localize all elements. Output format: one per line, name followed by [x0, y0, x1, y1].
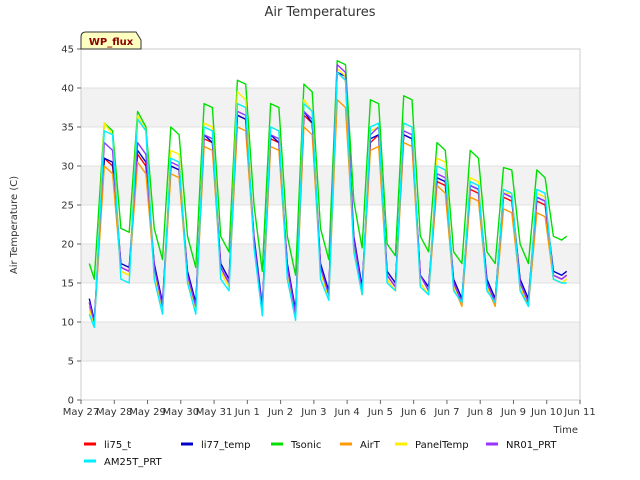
site-badge: WP_flux [80, 31, 142, 50]
plot-band [81, 166, 580, 205]
legend-item-airt: AirT [340, 440, 381, 451]
x-tick-label: Jun 2 [267, 407, 293, 418]
x-axis-title: Time [553, 425, 578, 436]
legend-item-tsonic: Tsonic [271, 440, 321, 451]
badge-label: WP_flux [89, 37, 134, 48]
legend-item-nr01-prt: NR01_PRT [486, 440, 557, 451]
series-lines [88, 60, 568, 329]
y-tick-label: 40 [61, 84, 74, 95]
x-tick-label: Jun 5 [367, 407, 393, 418]
legend: li75_t li77_temp Tsonic AirT PanelTemp NR01_P… [84, 440, 557, 468]
legend-label: NR01_PRT [506, 440, 557, 451]
plot-band [81, 88, 580, 127]
series-line-tsonic [88, 60, 568, 280]
x-tick-label: May 31 [196, 407, 233, 418]
legend-item-li77-temp: li77_temp [181, 440, 250, 451]
plot-border [80, 48, 581, 401]
y-tick-label: 15 [61, 279, 74, 290]
x-tick-label: May 27 [63, 407, 100, 418]
legend-label: AirT [360, 440, 381, 451]
y-tick-label: 10 [61, 318, 74, 329]
y-axis-title: Air Temperature (C) [9, 176, 20, 274]
plot-frame [80, 48, 581, 401]
legend-label: li75_t [104, 440, 131, 451]
plot-band [81, 361, 580, 400]
x-tick-label: Jun 9 [500, 407, 526, 418]
x-tick-label: Jun 4 [334, 407, 360, 418]
chart-title: Air Temperatures [264, 5, 375, 20]
x-tick-label: Jun 1 [234, 407, 260, 418]
x-tick-label: Jun 6 [400, 407, 426, 418]
x-tick-label: Jun 3 [300, 407, 326, 418]
badge-box [80, 31, 142, 50]
series-line-am25t-prt [88, 71, 567, 329]
y-tick-label: 35 [61, 123, 74, 134]
y-tick-label: 5 [68, 357, 74, 368]
x-tick-label: May 28 [96, 407, 133, 418]
x-tick-label: Jun 8 [467, 407, 493, 418]
y-tick-label: 0 [68, 396, 74, 407]
y-tick-label: 25 [61, 201, 74, 212]
x-tick-label: Jun 10 [530, 407, 563, 418]
plot-band [81, 322, 580, 361]
y-tick-label: 45 [61, 45, 74, 56]
legend-item-paneltemp: PanelTemp [395, 440, 469, 451]
y-tick-label: 20 [61, 240, 74, 251]
legend-label: AM25T_PRT [104, 457, 163, 468]
x-tick-label: May 30 [163, 407, 200, 418]
x-tick-label: May 29 [129, 407, 166, 418]
y-axis-ticks: 0 5 10 15 20 25 30 35 40 45 [61, 45, 81, 407]
x-tick-label: Jun 7 [433, 407, 459, 418]
legend-item-am25t-prt: AM25T_PRT [84, 457, 163, 468]
y-tick-label: 30 [61, 162, 74, 173]
plot-band [81, 49, 580, 88]
x-tick-label: Jun 11 [563, 407, 596, 418]
legend-item-li75-t: li75_t [84, 440, 131, 451]
plot-band [81, 127, 580, 166]
legend-label: PanelTemp [415, 440, 469, 451]
legend-label: Tsonic [290, 440, 321, 451]
legend-label: li77_temp [201, 440, 250, 451]
